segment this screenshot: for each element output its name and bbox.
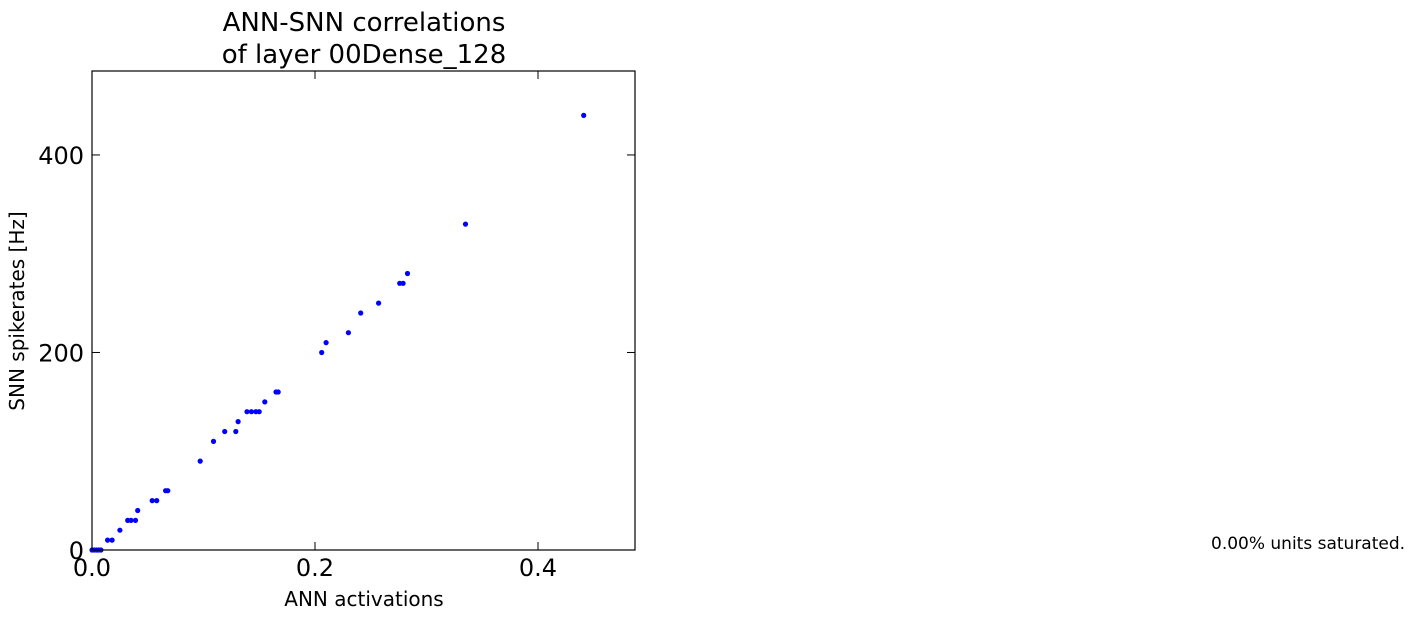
data-point-34 (400, 280, 406, 286)
data-point-35 (404, 270, 411, 277)
data-point-11 (135, 507, 141, 514)
x-tick-label: 0.0 (73, 554, 111, 582)
data-point-5 (105, 537, 111, 543)
x-tick-label: 0.4 (519, 554, 557, 582)
data-point-36 (462, 221, 469, 227)
x-axis-label: ANN activations (284, 587, 443, 611)
data-point-31 (358, 310, 364, 316)
chart-title-line1: ANN-SNN correlations (223, 8, 506, 38)
data-point-24 (256, 409, 262, 415)
data-point-28 (319, 349, 325, 356)
data-point-25 (262, 399, 268, 405)
data-point-7 (117, 527, 123, 533)
y-tick-label: 200 (38, 339, 84, 367)
data-point-9 (128, 517, 134, 524)
y-axis-label: SNN spikerates [Hz] (5, 211, 29, 410)
axis-ticks: 0.0 0.2 0.4 0 200 400 (38, 71, 635, 582)
data-point-30 (345, 330, 351, 336)
data-point-17 (210, 438, 217, 444)
data-point-29 (323, 340, 329, 346)
saturation-note: 0.00% units saturated. (1211, 534, 1406, 554)
chart-title-line2: of layer 00Dense_128 (222, 40, 507, 70)
plot-frame (91, 70, 636, 551)
data-point-15 (165, 488, 171, 494)
data-point-21 (244, 409, 250, 415)
scatter-points (89, 112, 587, 553)
x-tick-label: 0.2 (296, 554, 334, 582)
data-point-12 (149, 498, 155, 504)
data-point-27 (275, 389, 281, 395)
data-point-19 (233, 428, 239, 435)
data-point-18 (222, 428, 228, 435)
data-point-13 (154, 498, 160, 504)
data-point-10 (132, 517, 139, 524)
data-point-16 (197, 458, 203, 464)
data-point-32 (376, 300, 382, 306)
y-tick-label: 0 (69, 537, 84, 565)
data-point-37 (581, 112, 587, 118)
data-point-20 (235, 419, 241, 425)
data-point-6 (109, 537, 115, 543)
y-tick-label: 400 (38, 142, 84, 170)
data-point-22 (248, 409, 254, 415)
